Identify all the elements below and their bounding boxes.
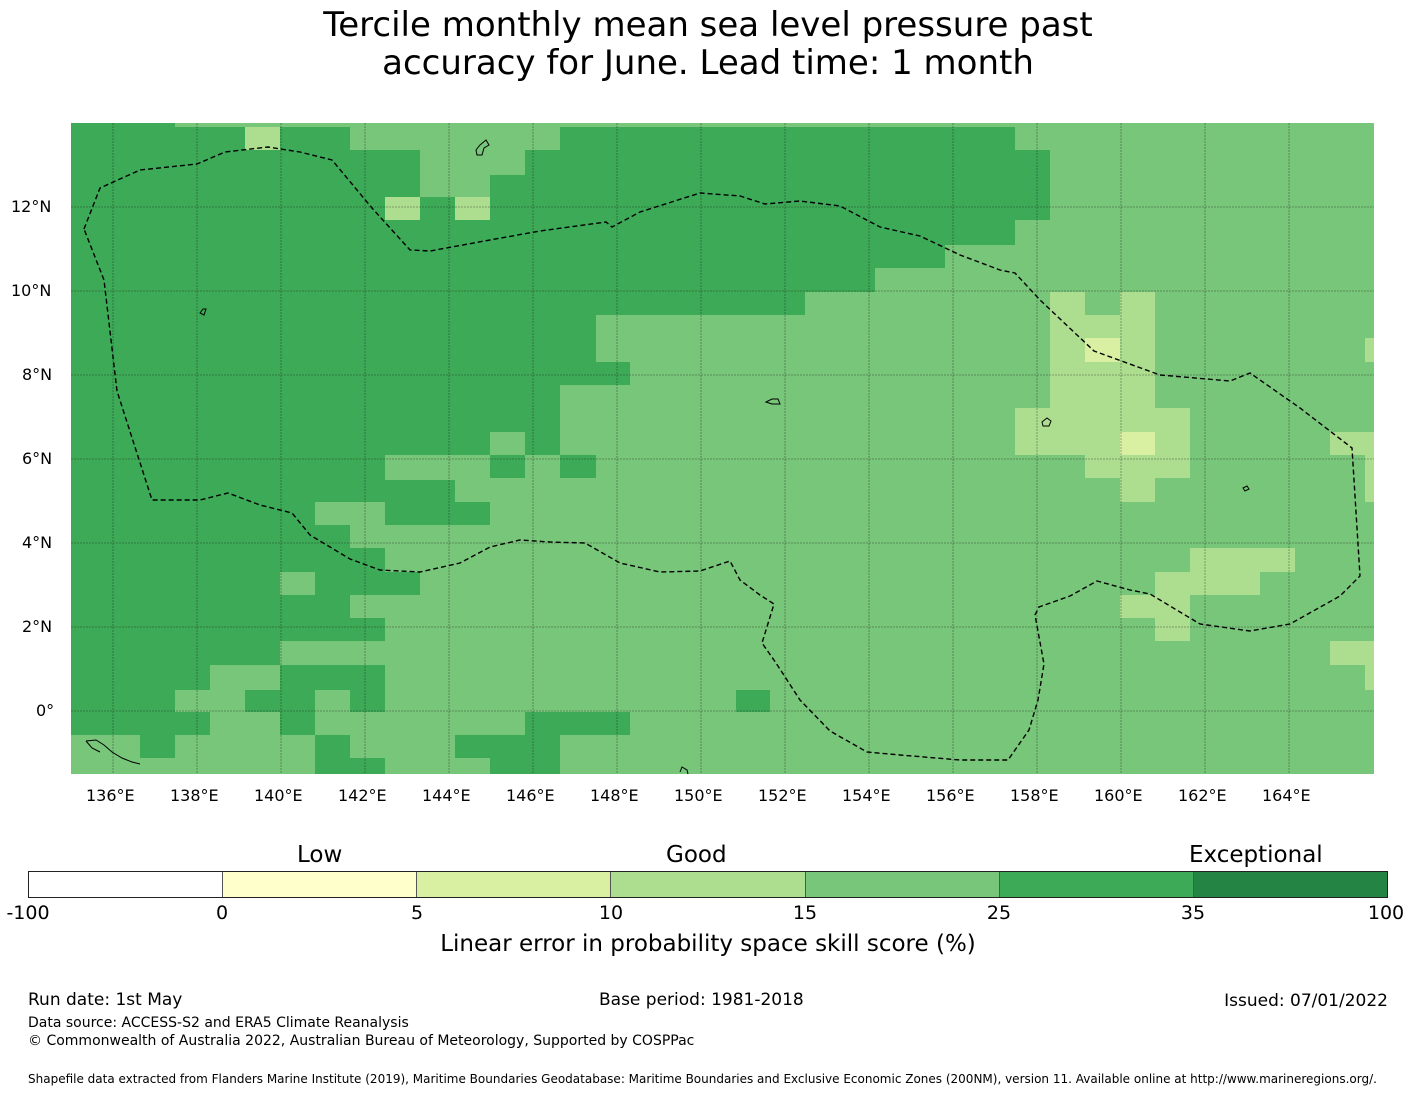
colorbar-category-low: Low — [297, 842, 343, 868]
eez-boundary — [83, 146, 1361, 761]
colorbar-tick: 35 — [1180, 902, 1206, 924]
run-date: Run date: 1st May — [28, 990, 183, 1010]
colorbar-tick: 0 — [215, 902, 229, 924]
eez-palau — [83, 146, 1361, 761]
lon-label-148E: 148°E — [590, 786, 639, 805]
lon-label-142E: 142°E — [338, 786, 387, 805]
colorbar-tick: 100 — [1367, 902, 1405, 924]
palau-island — [199, 308, 207, 316]
lat-label-8N: 8°N — [22, 365, 53, 384]
colorbar-tick: 15 — [792, 902, 818, 924]
lon-label-160E: 160°E — [1094, 786, 1143, 805]
data-source: Data source: ACCESS-S2 and ERA5 Climate … — [28, 1015, 409, 1031]
lon-label-156E: 156°E — [926, 786, 975, 805]
colorbar-segment-0 — [29, 872, 224, 897]
copyright: © Commonwealth of Australia 2022, Austra… — [28, 1033, 695, 1049]
colorbar-tick: 25 — [986, 902, 1012, 924]
chuuk-island — [764, 398, 781, 405]
issued-date: Issued: 07/01/2022 — [1224, 991, 1388, 1011]
pohnpei-island — [1041, 417, 1052, 427]
colorbar-category-good: Good — [666, 842, 727, 868]
colorbar-tick: 5 — [410, 902, 424, 924]
title-line-2: accuracy for June. Lead time: 1 month — [382, 43, 1034, 83]
lon-label-140E: 140°E — [254, 786, 303, 805]
lat-label-10N: 10°N — [11, 281, 52, 300]
png-coast — [85, 739, 141, 765]
lon-label-136E: 136°E — [86, 786, 135, 805]
lon-label-164E: 164°E — [1262, 786, 1311, 805]
colorbar-segment-5 — [999, 872, 1194, 897]
lon-label-158E: 158°E — [1010, 786, 1059, 805]
lon-label-154E: 154°E — [842, 786, 891, 805]
colorbar-segment-1 — [223, 872, 418, 897]
lon-label-138E: 138°E — [170, 786, 219, 805]
graticule — [71, 123, 1374, 774]
colorbar-tick: 10 — [598, 902, 624, 924]
colorbar-segment-3 — [611, 872, 806, 897]
colorbar-segment-6 — [1193, 872, 1387, 897]
lat-label-6N: 6°N — [22, 449, 53, 468]
chart-title: Tercile monthly mean sea level pressure … — [0, 6, 1416, 82]
lat-label-4N: 4°N — [22, 533, 53, 552]
colorbar-category-exceptional: Exceptional — [1189, 842, 1323, 868]
base-period: Base period: 1981-2018 — [599, 990, 804, 1010]
lat-label-2N: 2°N — [22, 617, 53, 636]
guam-island — [475, 139, 490, 156]
lon-label-150E: 150°E — [674, 786, 723, 805]
lon-label-152E: 152°E — [758, 786, 807, 805]
colorbar-segment-4 — [805, 872, 1000, 897]
islands — [85, 139, 1250, 775]
lon-label-144E: 144°E — [422, 786, 471, 805]
lon-label-146E: 146°E — [506, 786, 555, 805]
lon-label-162E: 162°E — [1178, 786, 1227, 805]
high-skill-region — [71, 123, 1050, 758]
colorbar-segment-2 — [417, 872, 612, 897]
colorbar-label: Linear error in probability space skill … — [440, 931, 976, 957]
shapefile-credit: Shapefile data extracted from Flanders M… — [28, 1072, 1377, 1086]
colorbar — [28, 871, 1388, 898]
colorbar-tick: -100 — [6, 902, 50, 924]
lat-label-0: 0° — [36, 701, 55, 720]
lat-label-12N: 12°N — [11, 197, 52, 216]
kosrae-island — [1242, 485, 1250, 492]
title-line-1: Tercile monthly mean sea level pressure … — [323, 5, 1093, 45]
